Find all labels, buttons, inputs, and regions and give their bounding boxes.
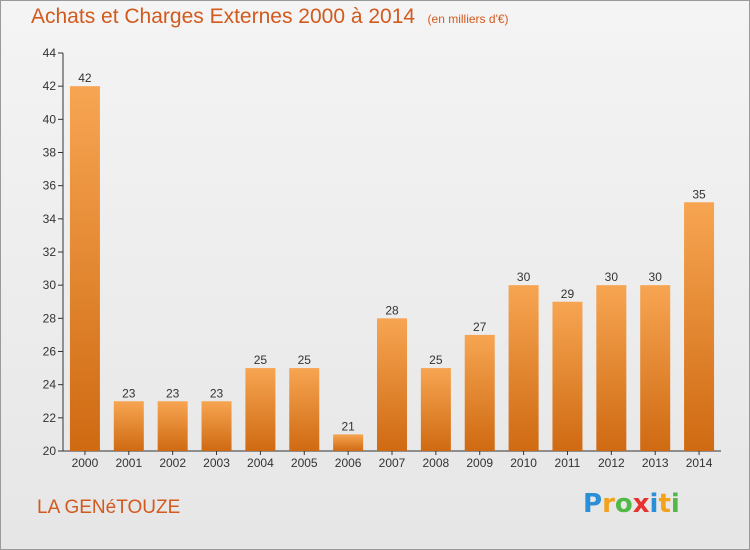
bar [333, 434, 364, 451]
bar [420, 368, 451, 451]
x-tick-label: 2003 [203, 456, 230, 470]
logo-letter: t [658, 489, 671, 519]
bar [596, 285, 627, 451]
chart-subtitle: (en milliers d'€) [427, 12, 509, 26]
bar [69, 86, 100, 452]
x-tick-label: 2006 [335, 456, 362, 470]
bar-value-label: 42 [78, 71, 92, 85]
logo-letter: o [614, 489, 633, 519]
x-tick-label: 2001 [115, 456, 142, 470]
x-tick-label: 2005 [291, 456, 318, 470]
location-name: LA GENéTOUZE [37, 497, 181, 518]
bar [640, 285, 671, 451]
data-labels: 42 23 23 23 25 25 21 28 25 27 30 29 30 30 35 [78, 71, 706, 433]
x-tick-label: 2014 [686, 456, 713, 470]
logo-letter: x [632, 489, 650, 519]
bar [464, 334, 495, 451]
bar [113, 401, 144, 451]
bar [245, 368, 276, 451]
chart-title: Achats et Charges Externes 2000 à 2014 [31, 5, 416, 28]
bars [69, 86, 715, 452]
bar-value-label: 23 [166, 386, 180, 400]
bar-value-label: 25 [254, 353, 268, 367]
bar-value-label: 28 [385, 303, 399, 317]
y-tick-label: 38 [43, 146, 57, 160]
x-tick-label: 2013 [642, 456, 669, 470]
bar-value-label: 35 [692, 187, 706, 201]
bar [684, 202, 715, 451]
y-tick-label: 30 [43, 278, 57, 292]
x-tick-label: 2008 [423, 456, 450, 470]
y-tick-label: 32 [43, 245, 57, 259]
proxiti-logo: Proxiti [583, 489, 680, 519]
bar-value-label: 23 [210, 386, 224, 400]
y-tick-label: 26 [43, 345, 57, 359]
x-tick-label: 2004 [247, 456, 274, 470]
x-tick-label: 2012 [598, 456, 625, 470]
y-tick-label: 34 [43, 212, 57, 226]
y-tick-label: 36 [43, 179, 57, 193]
bar [552, 301, 583, 451]
logo-letter: P [583, 489, 603, 519]
x-tick-label: 2009 [466, 456, 493, 470]
logo-letter: i [649, 489, 659, 519]
bar [157, 401, 188, 451]
y-tick-label: 28 [43, 311, 57, 325]
y-tick-label: 24 [43, 378, 57, 392]
y-tick-label: 22 [43, 411, 57, 425]
bar-value-label: 30 [517, 270, 531, 284]
bar-value-label: 30 [605, 270, 619, 284]
y-tick-label: 44 [43, 46, 57, 60]
logo-letter: i [670, 489, 680, 519]
bar-value-label: 29 [561, 287, 575, 301]
x-tick-label: 2007 [379, 456, 406, 470]
bar-value-label: 25 [298, 353, 312, 367]
y-tick-label: 20 [43, 444, 57, 458]
bar [289, 368, 320, 451]
y-tick-label: 42 [43, 79, 57, 93]
x-tick-label: 2002 [159, 456, 186, 470]
bar-value-label: 30 [649, 270, 663, 284]
bar-value-label: 25 [429, 353, 443, 367]
bar-chart: 20 22 24 26 28 30 32 34 36 38 40 42 44 2000 2001 2002 20… [43, 46, 721, 470]
x-tick-label: 2011 [555, 456, 581, 470]
bar-value-label: 23 [122, 386, 136, 400]
title-row: Achats et Charges Externes 2000 à 2014 (… [31, 5, 509, 29]
x-tick-label: 2010 [510, 456, 537, 470]
bar-value-label: 27 [473, 320, 487, 334]
bar [201, 401, 232, 451]
bar-value-label: 21 [341, 419, 355, 433]
x-tick-label: 2000 [72, 456, 99, 470]
logo-letter: r [602, 489, 615, 519]
bar [508, 285, 539, 451]
bar [377, 318, 407, 451]
y-tick-label: 40 [43, 112, 57, 126]
